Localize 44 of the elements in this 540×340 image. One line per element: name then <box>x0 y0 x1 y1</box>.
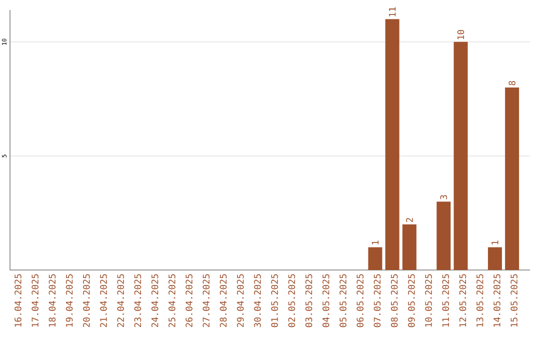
x-tick-label: 27.04.2025 <box>202 274 210 328</box>
x-tick-label: 30.04.2025 <box>254 274 261 328</box>
x-tick-label: 11.05.2025 <box>442 274 450 327</box>
x-tick-label: 12.05.2025 <box>459 274 466 327</box>
x-tick-label: 01.05.2025 <box>271 274 278 328</box>
x-tick-label: 23.04.2025 <box>134 274 142 328</box>
x-tick-label: 10.05.2025 <box>425 274 432 327</box>
x-tick-label: 20.04.2025 <box>83 274 90 328</box>
data-label: 3 <box>440 195 448 200</box>
data-label: 10 <box>457 30 464 40</box>
bar <box>454 42 468 270</box>
bar <box>385 19 400 270</box>
x-tick-label: 05.05.2025 <box>340 274 346 328</box>
x-tick-label: 09.05.2025 <box>408 274 415 328</box>
data-label: 1 <box>372 240 378 244</box>
x-tick-label: 29.04.2025 <box>236 274 244 328</box>
x-tick-label: 16.04.2025 <box>14 274 22 327</box>
x-tick-label: 28.04.2025 <box>220 274 227 328</box>
data-label: 11 <box>389 7 396 16</box>
x-tick-label: 17.04.2025 <box>32 274 38 327</box>
x-tick-label: 25.04.2025 <box>168 274 176 328</box>
bar <box>368 247 382 270</box>
x-tick-label: 03.05.2025 <box>305 274 312 328</box>
bar <box>402 224 416 270</box>
x-tick-label: 26.04.2025 <box>186 274 192 328</box>
x-tick-label: 22.04.2025 <box>117 274 124 328</box>
data-label: 8 <box>508 81 516 86</box>
x-tick-label: 07.05.2025 <box>374 274 381 328</box>
x-tick-label: 08.05.2025 <box>390 274 398 328</box>
data-label: 1 <box>492 240 498 244</box>
x-tick-label: 02.05.2025 <box>288 274 296 328</box>
data-label: 2 <box>406 218 413 222</box>
bar <box>488 247 502 270</box>
x-tick-label: 04.05.2025 <box>322 274 330 328</box>
x-tick-label: 18.04.2025 <box>48 274 56 327</box>
x-tick-label: 21.04.2025 <box>100 274 107 328</box>
bar <box>505 88 520 270</box>
x-tick-label: 06.05.2025 <box>356 274 364 328</box>
x-tick-label: 15.05.2025 <box>510 274 518 327</box>
x-tick-label: 24.04.2025 <box>151 274 158 328</box>
bar <box>436 202 451 270</box>
x-tick-label: 13.05.2025 <box>476 274 484 327</box>
x-tick-label: 19.04.2025 <box>66 274 73 327</box>
x-tick-label: 14.05.2025 <box>494 274 500 327</box>
